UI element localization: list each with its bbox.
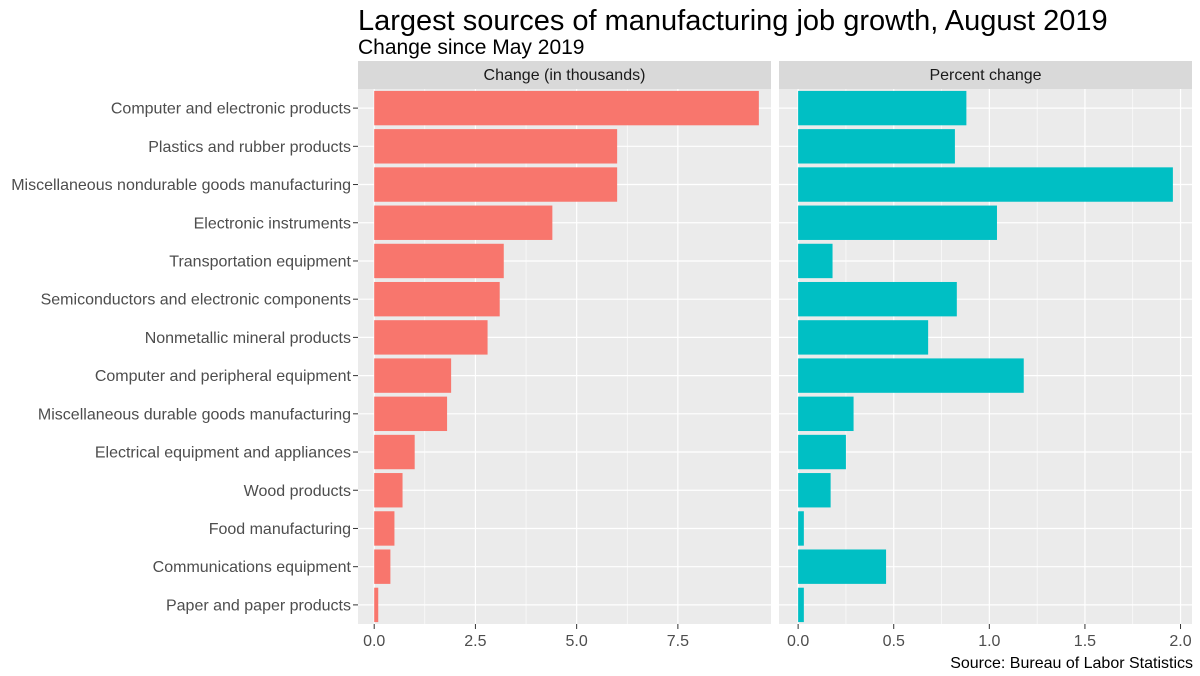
category-label: Transportation equipment (169, 253, 351, 270)
bar (798, 129, 955, 164)
bar (798, 511, 804, 546)
category-label: Computer and peripheral equipment (95, 368, 352, 385)
bar (798, 396, 854, 432)
x-tick-label: 0.5 (883, 633, 905, 650)
bar (798, 587, 804, 623)
category-label: Semiconductors and electronic components (41, 292, 351, 309)
bar (374, 396, 448, 432)
bar (374, 358, 452, 393)
category-label: Paper and paper products (166, 597, 351, 614)
bar (798, 320, 929, 355)
category-label: Computer and electronic products (111, 101, 351, 118)
bar (798, 205, 997, 240)
x-tick-label: 0.0 (787, 633, 809, 650)
facet-strip (779, 61, 1192, 89)
bar (798, 473, 831, 508)
bar (374, 587, 379, 623)
category-label: Communications equipment (153, 559, 352, 576)
bar (374, 129, 618, 164)
bar (798, 358, 1024, 393)
category-label: Food manufacturing (209, 521, 351, 538)
category-label: Miscellaneous durable goods manufacturin… (38, 406, 351, 423)
x-tick-label: 1.0 (978, 633, 1000, 650)
bar (374, 549, 391, 584)
bar (374, 281, 500, 317)
category-label: Wood products (244, 483, 351, 500)
bar (374, 90, 759, 126)
x-tick-label: 1.5 (1074, 633, 1096, 650)
bar (798, 549, 887, 584)
category-label: Plastics and rubber products (148, 139, 351, 156)
facet-strip-label: Change (in thousands) (484, 67, 646, 84)
facet-strip (358, 61, 771, 89)
bar (374, 205, 553, 240)
x-tick-label: 2.0 (1169, 633, 1191, 650)
bar (374, 167, 618, 202)
category-label: Nonmetallic mineral products (145, 330, 351, 347)
x-tick-label: 2.5 (464, 633, 486, 650)
bar (798, 434, 846, 470)
bar (798, 281, 957, 317)
facet-strip-label: Percent change (929, 67, 1041, 84)
category-label: Miscellaneous nondurable goods manufactu… (11, 177, 351, 194)
bar (374, 320, 488, 355)
category-label: Electrical equipment and appliances (95, 445, 351, 462)
bar (374, 511, 395, 546)
chart-caption: Source: Bureau of Labor Statistics (950, 655, 1193, 672)
x-tick-label: 7.5 (667, 633, 689, 650)
bar (374, 473, 403, 508)
chart-title: Largest sources of manufacturing job gro… (358, 5, 1108, 37)
bar (798, 167, 1173, 202)
chart-subtitle: Change since May 2019 (358, 36, 584, 59)
bar (798, 90, 967, 126)
category-label: Electronic instruments (194, 215, 351, 232)
bar (374, 243, 504, 279)
bar (798, 243, 833, 279)
bar (374, 434, 415, 470)
x-tick-label: 5.0 (566, 633, 588, 650)
x-tick-label: 0.0 (363, 633, 385, 650)
